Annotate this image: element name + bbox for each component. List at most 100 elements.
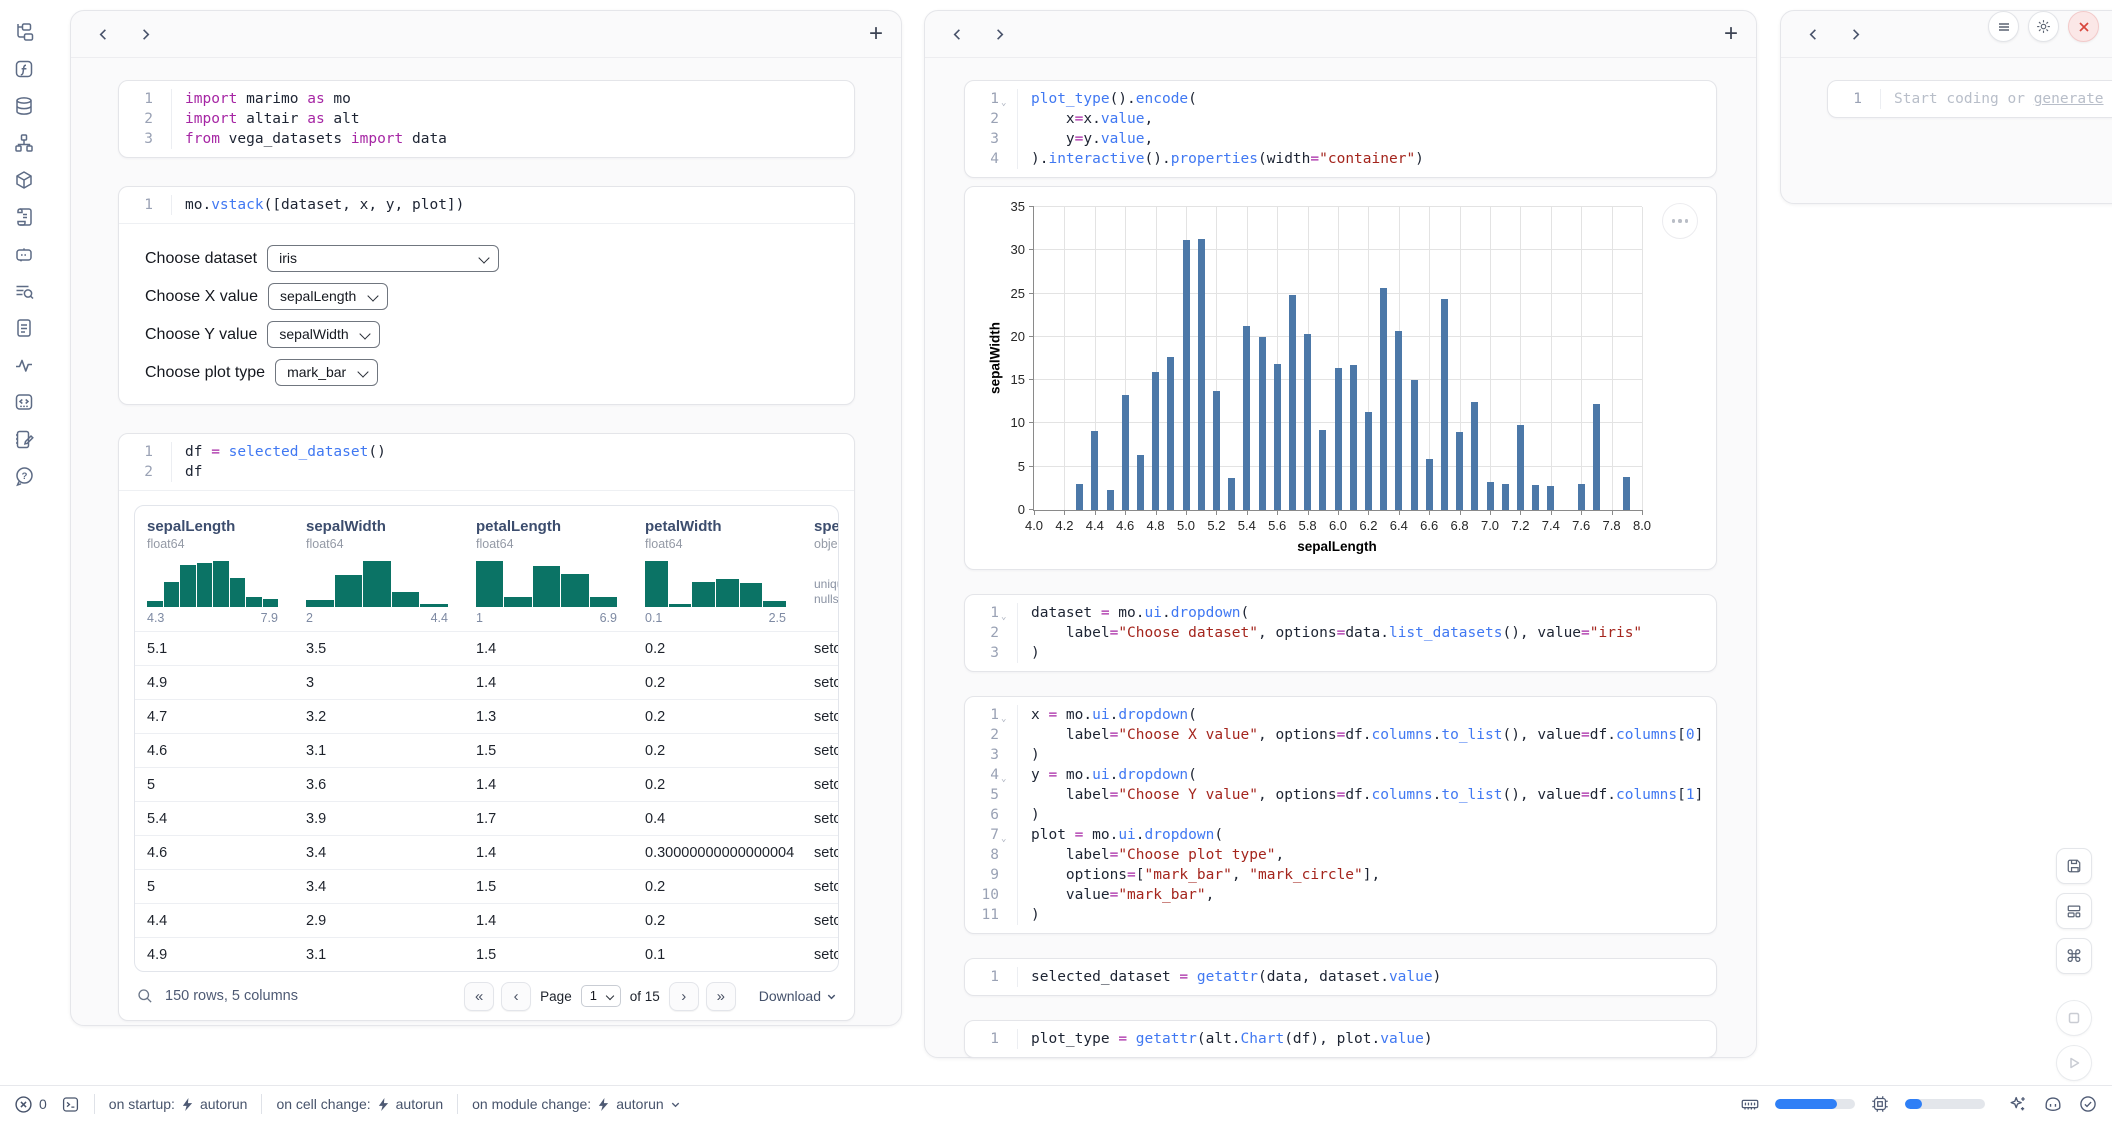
package-cube-icon[interactable] [12,168,36,192]
terminal-icon[interactable] [61,1095,80,1114]
table-row[interactable]: 53.41.50.2setosa [135,869,838,903]
column-back-icon[interactable] [89,20,117,48]
table-row[interactable]: 4.931.40.2setosa [135,665,838,699]
table-row[interactable]: 4.93.11.50.1setosa [135,937,838,971]
dropdown-select[interactable]: sepalWidth [267,321,381,348]
code-editor[interactable]: 1 mo.vstack([dataset, x, y, plot]) [119,187,854,223]
line-numbers: 1 ⌄ 2 3 [965,603,1018,663]
chart-plot-area[interactable]: 0 5 10 15 20 25 30 35 4.0 4.2 4.4 4.6 4.8 5.0 5.2 5.4 5.… [1011,200,1652,534]
table-row[interactable]: 5.13.51.40.2setosa [135,631,838,665]
chart-bar [1425,458,1433,510]
chart-x-axis-title: sepalLength [1297,539,1377,554]
ai-sparkles-icon[interactable] [2008,1094,2028,1114]
x-tick-label: 8.0 [1632,518,1652,533]
chart-output-cell: 0 5 10 15 20 25 30 35 4.0 4.2 4.4 4.6 4.8 5.0 5.2 5.4 5.… [964,186,1717,570]
column-back-icon[interactable] [943,20,971,48]
dropdown-select[interactable]: sepalLength [267,283,388,310]
chart-bar [1212,391,1220,510]
script-scroll-icon[interactable] [12,205,36,229]
log-search-icon[interactable] [12,279,36,303]
code-editor[interactable]: 1 ⌄ 2 3 dataset = mo.ui.dropdown( label="Ch… [965,595,1716,671]
column-header-sepalWidth[interactable]: sepalWidth float64 2 4.4 [294,506,464,631]
chart-bar [1319,430,1327,510]
settings-gear-icon[interactable] [2028,11,2059,42]
menu-icon[interactable] [1988,11,2019,42]
connection-check-icon[interactable] [2078,1094,2098,1114]
code-editor[interactable]: 1 ⌄ 2 3 4 plot_type().encode( x=x.value, y=y… [965,81,1716,177]
x-tick-label: 7.6 [1572,518,1591,533]
chat-bot-icon[interactable] [12,242,36,266]
copilot-icon[interactable] [2043,1094,2063,1114]
chart-bar [1288,295,1296,510]
next-page-button[interactable]: › [668,981,699,1011]
shutdown-close-icon[interactable] [2068,11,2099,42]
icon-rail: ? [12,20,52,488]
table-row[interactable]: 4.63.41.40.30000000000000004setosa [135,835,838,869]
code-editor[interactable]: 1 selected_dataset = getattr(data, datas… [965,959,1716,995]
tracing-activity-icon[interactable] [12,353,36,377]
layout-view-icon[interactable] [2056,893,2092,929]
x-tick-label: 4.2 [1055,518,1074,533]
line-numbers: 1 [1828,89,1881,109]
code-block-icon[interactable] [12,390,36,414]
runtime-config-item[interactable]: on module change: autorun [472,1096,681,1112]
memory-icon [1740,1094,1760,1114]
add-cell-button[interactable]: + [1723,20,1738,47]
table-row[interactable]: 4.42.91.40.2setosa [135,903,838,937]
chart-menu-button[interactable] [1662,203,1698,239]
code-editor[interactable]: 1 plot_type = getattr(alt.Chart(df), plo… [965,1021,1716,1057]
x-tick-label: 6.0 [1328,518,1348,533]
prev-page-button[interactable]: ‹ [501,981,532,1011]
line-numbers: 1 ⌄ 2 3 4 [965,89,1018,169]
x-tick-label: 4.6 [1116,518,1135,533]
keyboard-shortcuts-icon[interactable]: ⌘ [2056,938,2092,974]
dropdown-select[interactable]: iris [267,245,500,272]
file-tree-icon[interactable] [12,20,36,44]
lightning-icon [599,1097,609,1111]
search-icon[interactable] [136,987,154,1005]
column-header-petalWidth[interactable]: petalWidth float64 0.1 2.5 [633,506,802,631]
runtime-config-item[interactable]: on cell change: autorun [276,1096,444,1112]
first-page-button[interactable]: « [464,981,495,1011]
x-tick-label: 4.8 [1146,518,1165,533]
chart-bar [1121,394,1129,510]
add-cell-button[interactable]: + [868,20,883,47]
help-bubble-icon[interactable]: ? [12,464,36,488]
table-row[interactable]: 5.43.91.70.4setosa [135,801,838,835]
table-row[interactable]: 4.73.21.30.2setosa [135,699,838,733]
table-row[interactable]: 4.63.11.50.2setosa [135,733,838,767]
column-header-petalLength[interactable]: petalLength float64 1 6.9 [464,506,633,631]
scratchpad-icon[interactable] [12,427,36,451]
chart-bar [1440,298,1448,510]
database-icon[interactable] [12,94,36,118]
function-square-icon[interactable] [12,57,36,81]
code-editor[interactable]: 1 Start coding or generate with AI [1828,81,2112,117]
y-tick-label: 5 [1017,458,1025,474]
column-back-icon[interactable] [1799,20,1827,48]
column-header-sepalLength[interactable]: sepalLength float64 4.3 7.9 [135,506,294,631]
stop-button[interactable] [2056,1000,2092,1036]
generate-with-ai-link[interactable]: generate [2033,91,2104,107]
dropdown-row: Choose X value sepalLength [145,283,828,310]
page-of-label: of 15 [629,988,660,1004]
column-forward-icon[interactable] [985,20,1013,48]
dropdown-select[interactable]: mark_bar [275,359,379,386]
column-header-species[interactable]: speciesobjectunique:nulls: [814,518,838,606]
run-button[interactable] [2056,1045,2092,1081]
page-select[interactable]: 1 [580,985,621,1007]
error-indicator[interactable]: 0 [14,1095,47,1114]
chart-bar [1380,287,1388,510]
dependency-graph-icon[interactable] [12,131,36,155]
last-page-button[interactable]: » [705,981,736,1011]
column-forward-icon[interactable] [131,20,159,48]
runtime-config-item[interactable]: on startup: autorun [108,1096,248,1112]
download-button[interactable]: Download [759,988,837,1004]
column-forward-icon[interactable] [1841,20,1869,48]
code-editor[interactable]: 1 ⌄ 2 3 4 ⌄ 5 6 7 ⌄ 8 9 10 11 x = mo.ui.dropdown( lab… [965,697,1716,933]
save-icon[interactable] [2056,848,2092,884]
document-icon[interactable] [12,316,36,340]
table-row[interactable]: 53.61.40.2setosa [135,767,838,801]
